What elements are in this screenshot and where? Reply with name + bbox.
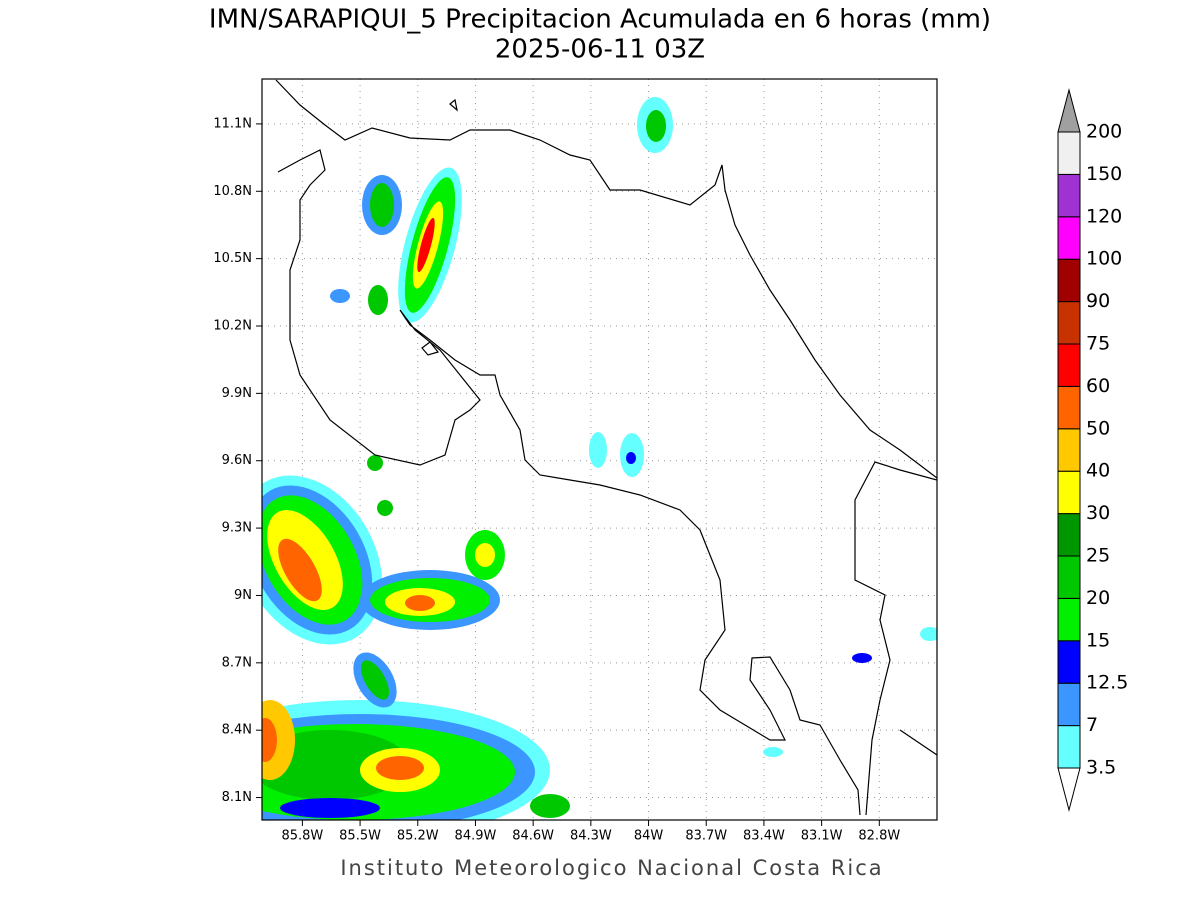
- colorbar-label: 50: [1086, 417, 1110, 439]
- colorbar-above: [1057, 88, 1081, 133]
- y-tick-label: 9.6N: [222, 453, 252, 468]
- colorbar-swatch: [1057, 470, 1081, 515]
- x-tick-label: 84.9W: [455, 829, 497, 844]
- colorbar-swatch: [1057, 173, 1081, 218]
- precip-area: [475, 543, 495, 567]
- x-tick-label: 83.4W: [743, 829, 785, 844]
- y-tick-label: 10.8N: [213, 184, 252, 199]
- precip-area: [280, 798, 380, 818]
- precip-area: [376, 756, 424, 780]
- colorbar-swatch: [1057, 597, 1081, 642]
- y-tick-label: 11.1N: [213, 116, 252, 131]
- subtitle: 2025-06-11 03Z: [495, 35, 705, 65]
- colorbar-swatch: [1057, 640, 1081, 684]
- precip-area: [763, 747, 783, 757]
- precip-area: [626, 452, 636, 464]
- colorbar-label: 12.5: [1086, 672, 1128, 694]
- colorbar-swatch: [1057, 258, 1081, 303]
- precip-area: [367, 455, 383, 471]
- colorbar-label: 100: [1086, 248, 1122, 270]
- y-tick-label: 10.5N: [213, 251, 252, 266]
- x-tick-label: 83.1W: [801, 829, 843, 844]
- coastline: [899, 729, 937, 756]
- island: [421, 341, 440, 356]
- y-tick-label: 9.3N: [222, 521, 252, 536]
- coastline: [275, 79, 937, 479]
- x-tick-label: 82.8W: [858, 829, 900, 844]
- colorbar-swatch: [1057, 682, 1081, 727]
- y-tick-label: 9.9N: [222, 386, 252, 401]
- y-tick-label: 8.4N: [222, 723, 252, 738]
- y-tick-label: 10.2N: [213, 319, 252, 334]
- precip-area: [330, 289, 350, 303]
- island: [449, 98, 458, 112]
- precip-area: [361, 660, 389, 700]
- precip-area: [589, 432, 607, 468]
- border: [854, 461, 937, 816]
- y-tick-label: 8.1N: [222, 790, 252, 805]
- colorbar-label: 20: [1086, 587, 1110, 609]
- x-tick-label: 84.6W: [512, 829, 554, 844]
- colorbar-swatch: [1057, 428, 1081, 472]
- precip-area: [417, 217, 435, 273]
- footer: Instituto Meteorologico Nacional Costa R…: [340, 856, 883, 880]
- colorbar-label: 200: [1086, 121, 1122, 143]
- precip-area: [646, 110, 666, 142]
- coastlines: [275, 79, 937, 816]
- colorbar-below: [1057, 767, 1081, 812]
- map-frame: [261, 78, 938, 821]
- x-tick-label: 85.5W: [339, 829, 381, 844]
- precip-area: [368, 285, 388, 315]
- colorbar-label: 7: [1086, 714, 1098, 736]
- y-tick-label: 8.7N: [222, 655, 252, 670]
- colorbar-label: 75: [1086, 333, 1110, 355]
- x-tick-label: 85.8W: [281, 829, 323, 844]
- colorbar-label: 150: [1086, 163, 1122, 185]
- precipitation: [262, 97, 937, 820]
- precip-area: [370, 183, 394, 227]
- x-tick-label: 84W: [634, 829, 664, 844]
- colorbar-swatch: [1057, 513, 1081, 557]
- colorbar-label: 30: [1086, 502, 1110, 524]
- precip-area: [262, 700, 295, 780]
- precip-area: [278, 538, 322, 602]
- x-tick-label: 85.2W: [397, 829, 439, 844]
- colorbar-label: 3.5: [1086, 757, 1116, 779]
- precip-area: [405, 595, 435, 611]
- colorbar: 3.5 7 12.5 15 20 25 30 40 50 60 75 90 100 120 150 200: [1057, 88, 1128, 812]
- precip-area: [920, 627, 937, 641]
- colorbar-label: 15: [1086, 629, 1110, 651]
- colorbar-label: 40: [1086, 460, 1110, 482]
- colorbar-swatch: [1057, 301, 1081, 345]
- colorbar-swatch: [1057, 343, 1081, 387]
- colorbar-swatch: [1057, 216, 1081, 260]
- precip-area: [852, 653, 872, 663]
- colorbar-label: 90: [1086, 290, 1110, 312]
- precip-area: [530, 794, 570, 818]
- precip-area: [377, 500, 393, 516]
- title: IMN/SARAPIQUI_5 Precipitacion Acumulada …: [209, 5, 991, 35]
- colorbar-swatch: [1057, 555, 1081, 599]
- colorbar-swatch: [1057, 385, 1081, 430]
- y-tick-label: 9N: [234, 588, 252, 603]
- x-tick-label: 84.3W: [570, 829, 612, 844]
- colorbar-swatch: [1057, 131, 1081, 175]
- colorbar-label: 120: [1086, 205, 1122, 227]
- x-tick-label: 83.7W: [685, 829, 727, 844]
- colorbar-label: 60: [1086, 375, 1110, 397]
- colorbar-swatch: [1057, 725, 1081, 769]
- coastline: [277, 149, 861, 816]
- precip-area: [262, 718, 277, 762]
- colorbar-label: 25: [1086, 545, 1110, 567]
